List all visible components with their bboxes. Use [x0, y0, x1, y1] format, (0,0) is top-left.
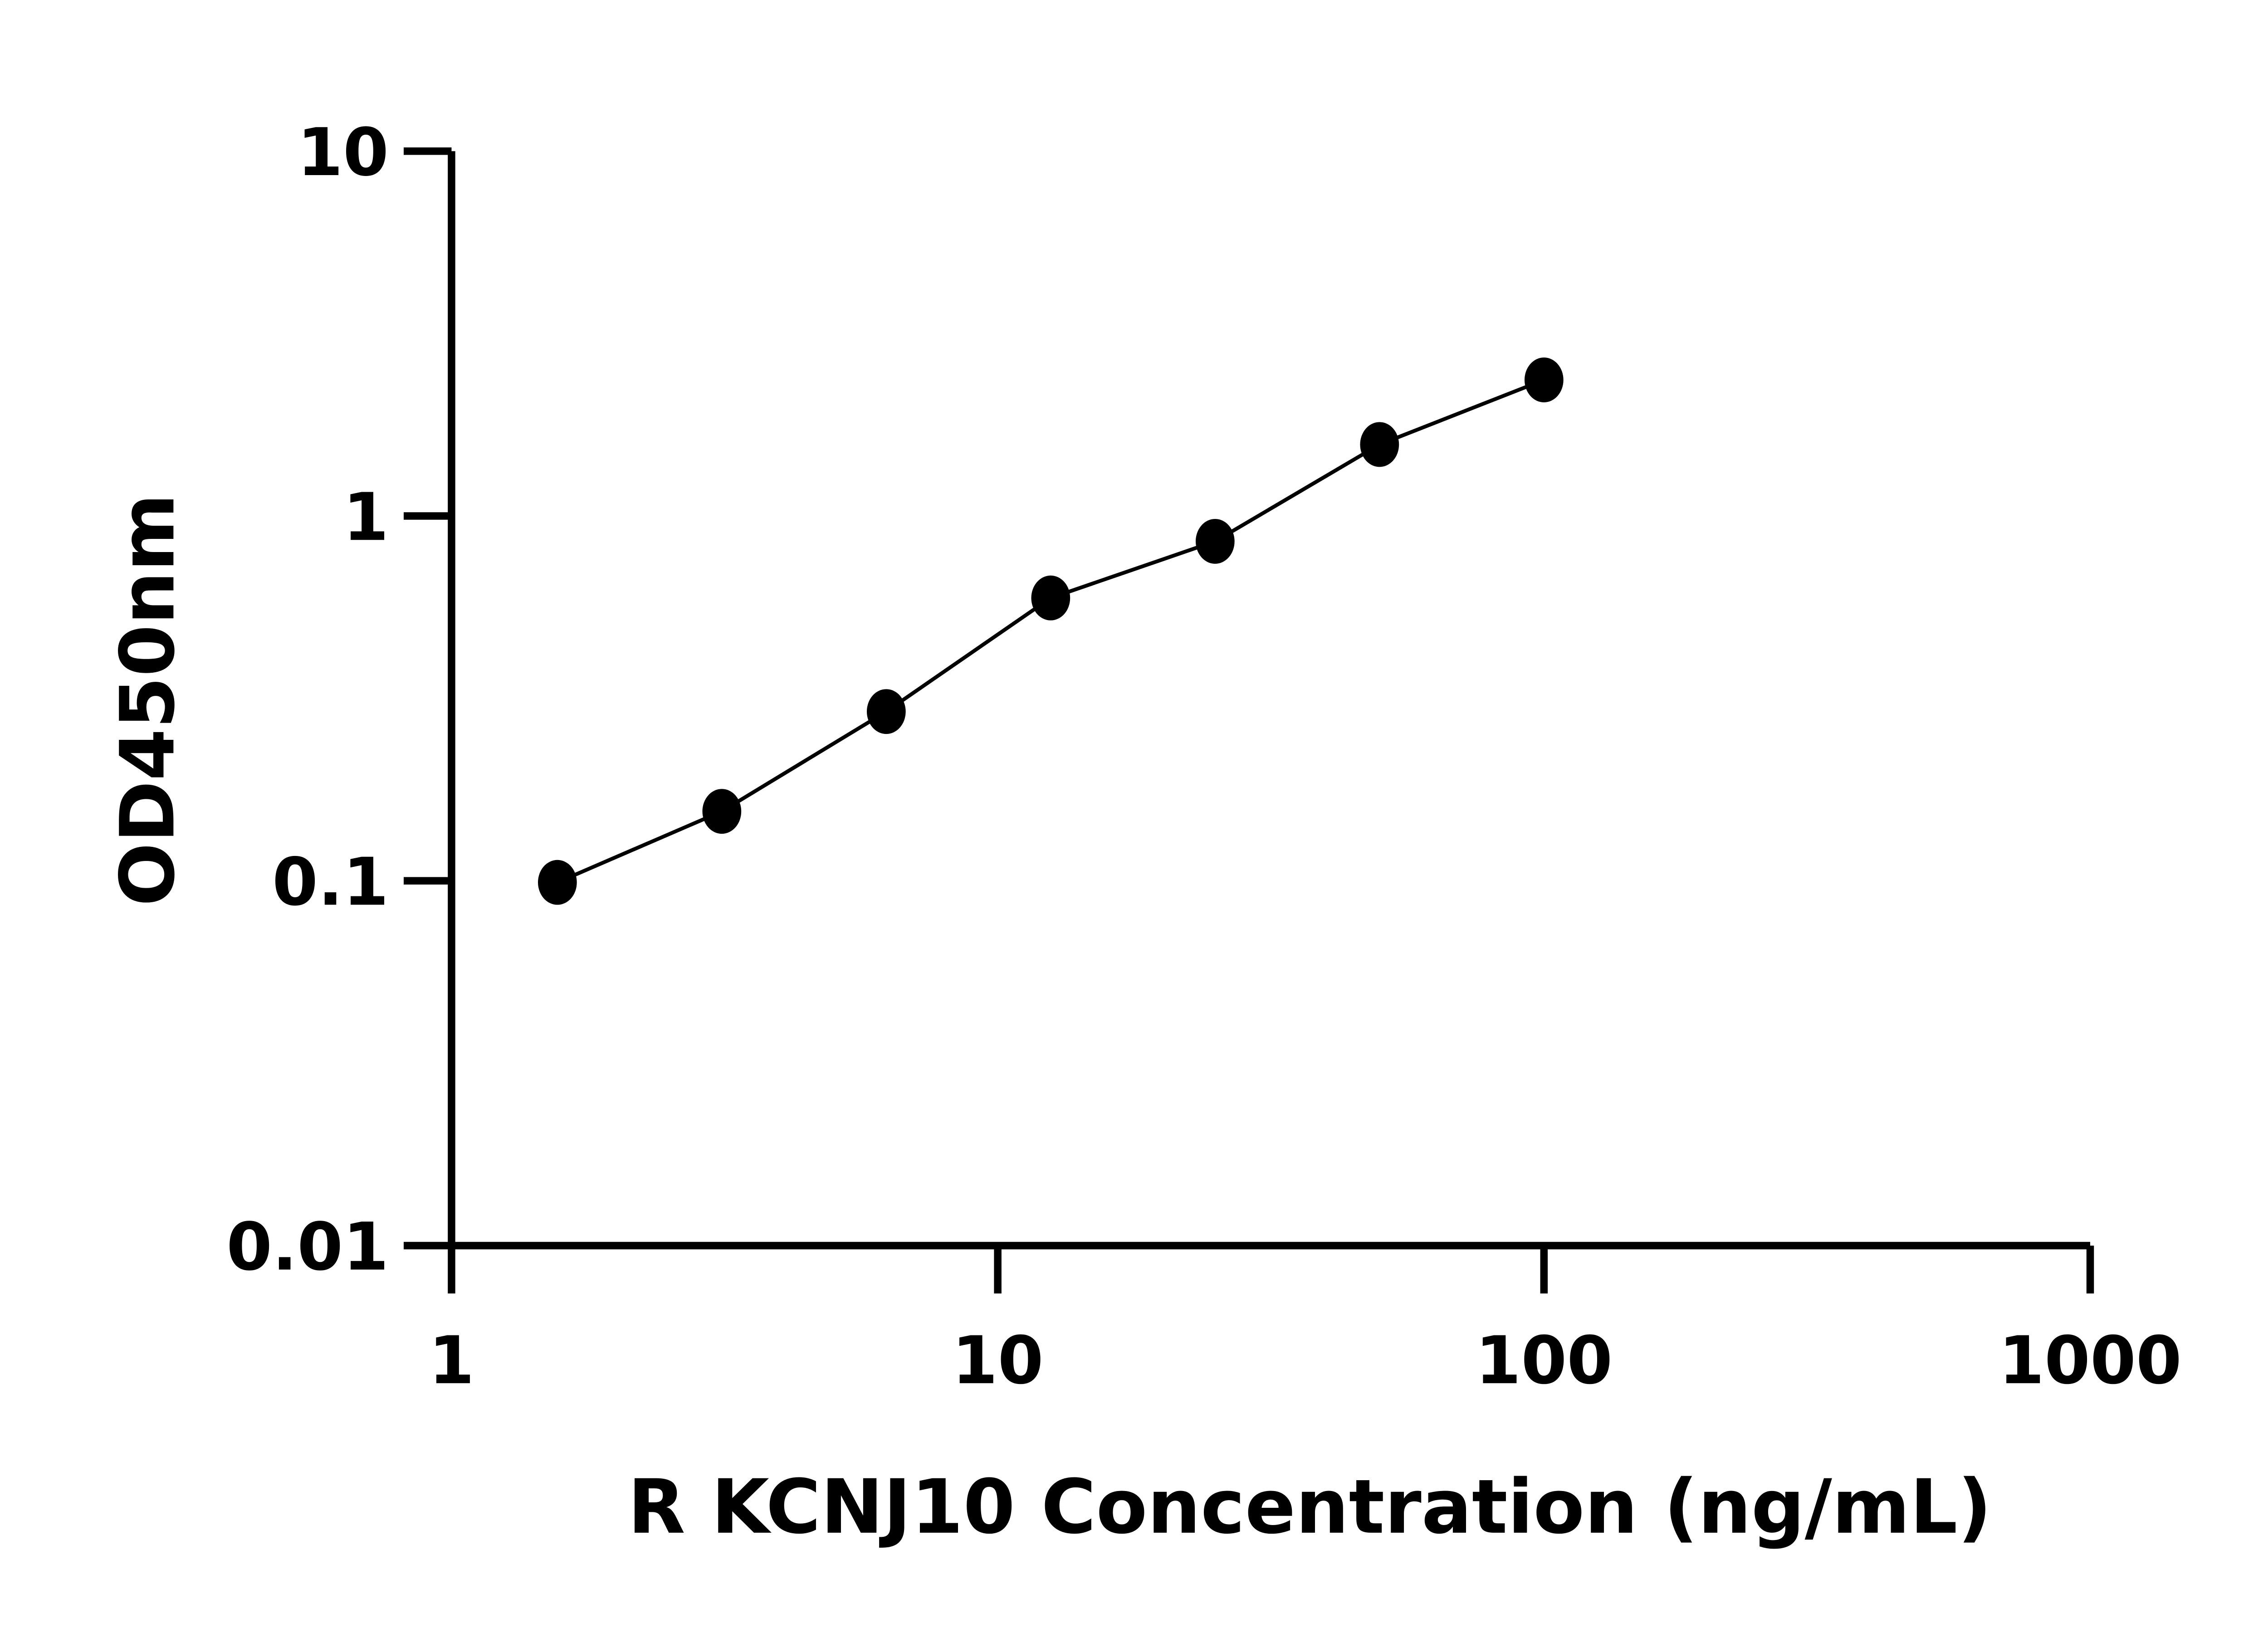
x-ticks: 1 10 100 1000: [429, 1245, 2182, 1399]
y-tick-label: 0.01: [226, 1209, 389, 1286]
y-axis-label: OD450nm: [104, 494, 191, 906]
x-tick-label: 1000: [1999, 1322, 2182, 1399]
data-point: [702, 789, 742, 834]
x-tick-label: 100: [1475, 1322, 1613, 1399]
y-tick-label: 0.1: [272, 844, 389, 920]
data-point: [1524, 357, 1564, 402]
data-points: [538, 357, 1564, 905]
data-point: [538, 860, 577, 905]
x-tick-label: 10: [952, 1322, 1044, 1399]
data-point: [866, 689, 906, 734]
y-tick-label: 1: [343, 479, 389, 556]
axes: [448, 151, 2091, 1250]
data-point: [1031, 575, 1070, 621]
x-axis-label: R KCNJ10 Concentration (ng/mL): [628, 1463, 1992, 1550]
data-point: [1195, 518, 1235, 564]
data-point: [1360, 422, 1399, 467]
y-ticks: 0.01 0.1 1 10: [226, 114, 452, 1286]
x-tick-label: 1: [429, 1322, 474, 1399]
y-tick-label: 10: [297, 114, 389, 191]
